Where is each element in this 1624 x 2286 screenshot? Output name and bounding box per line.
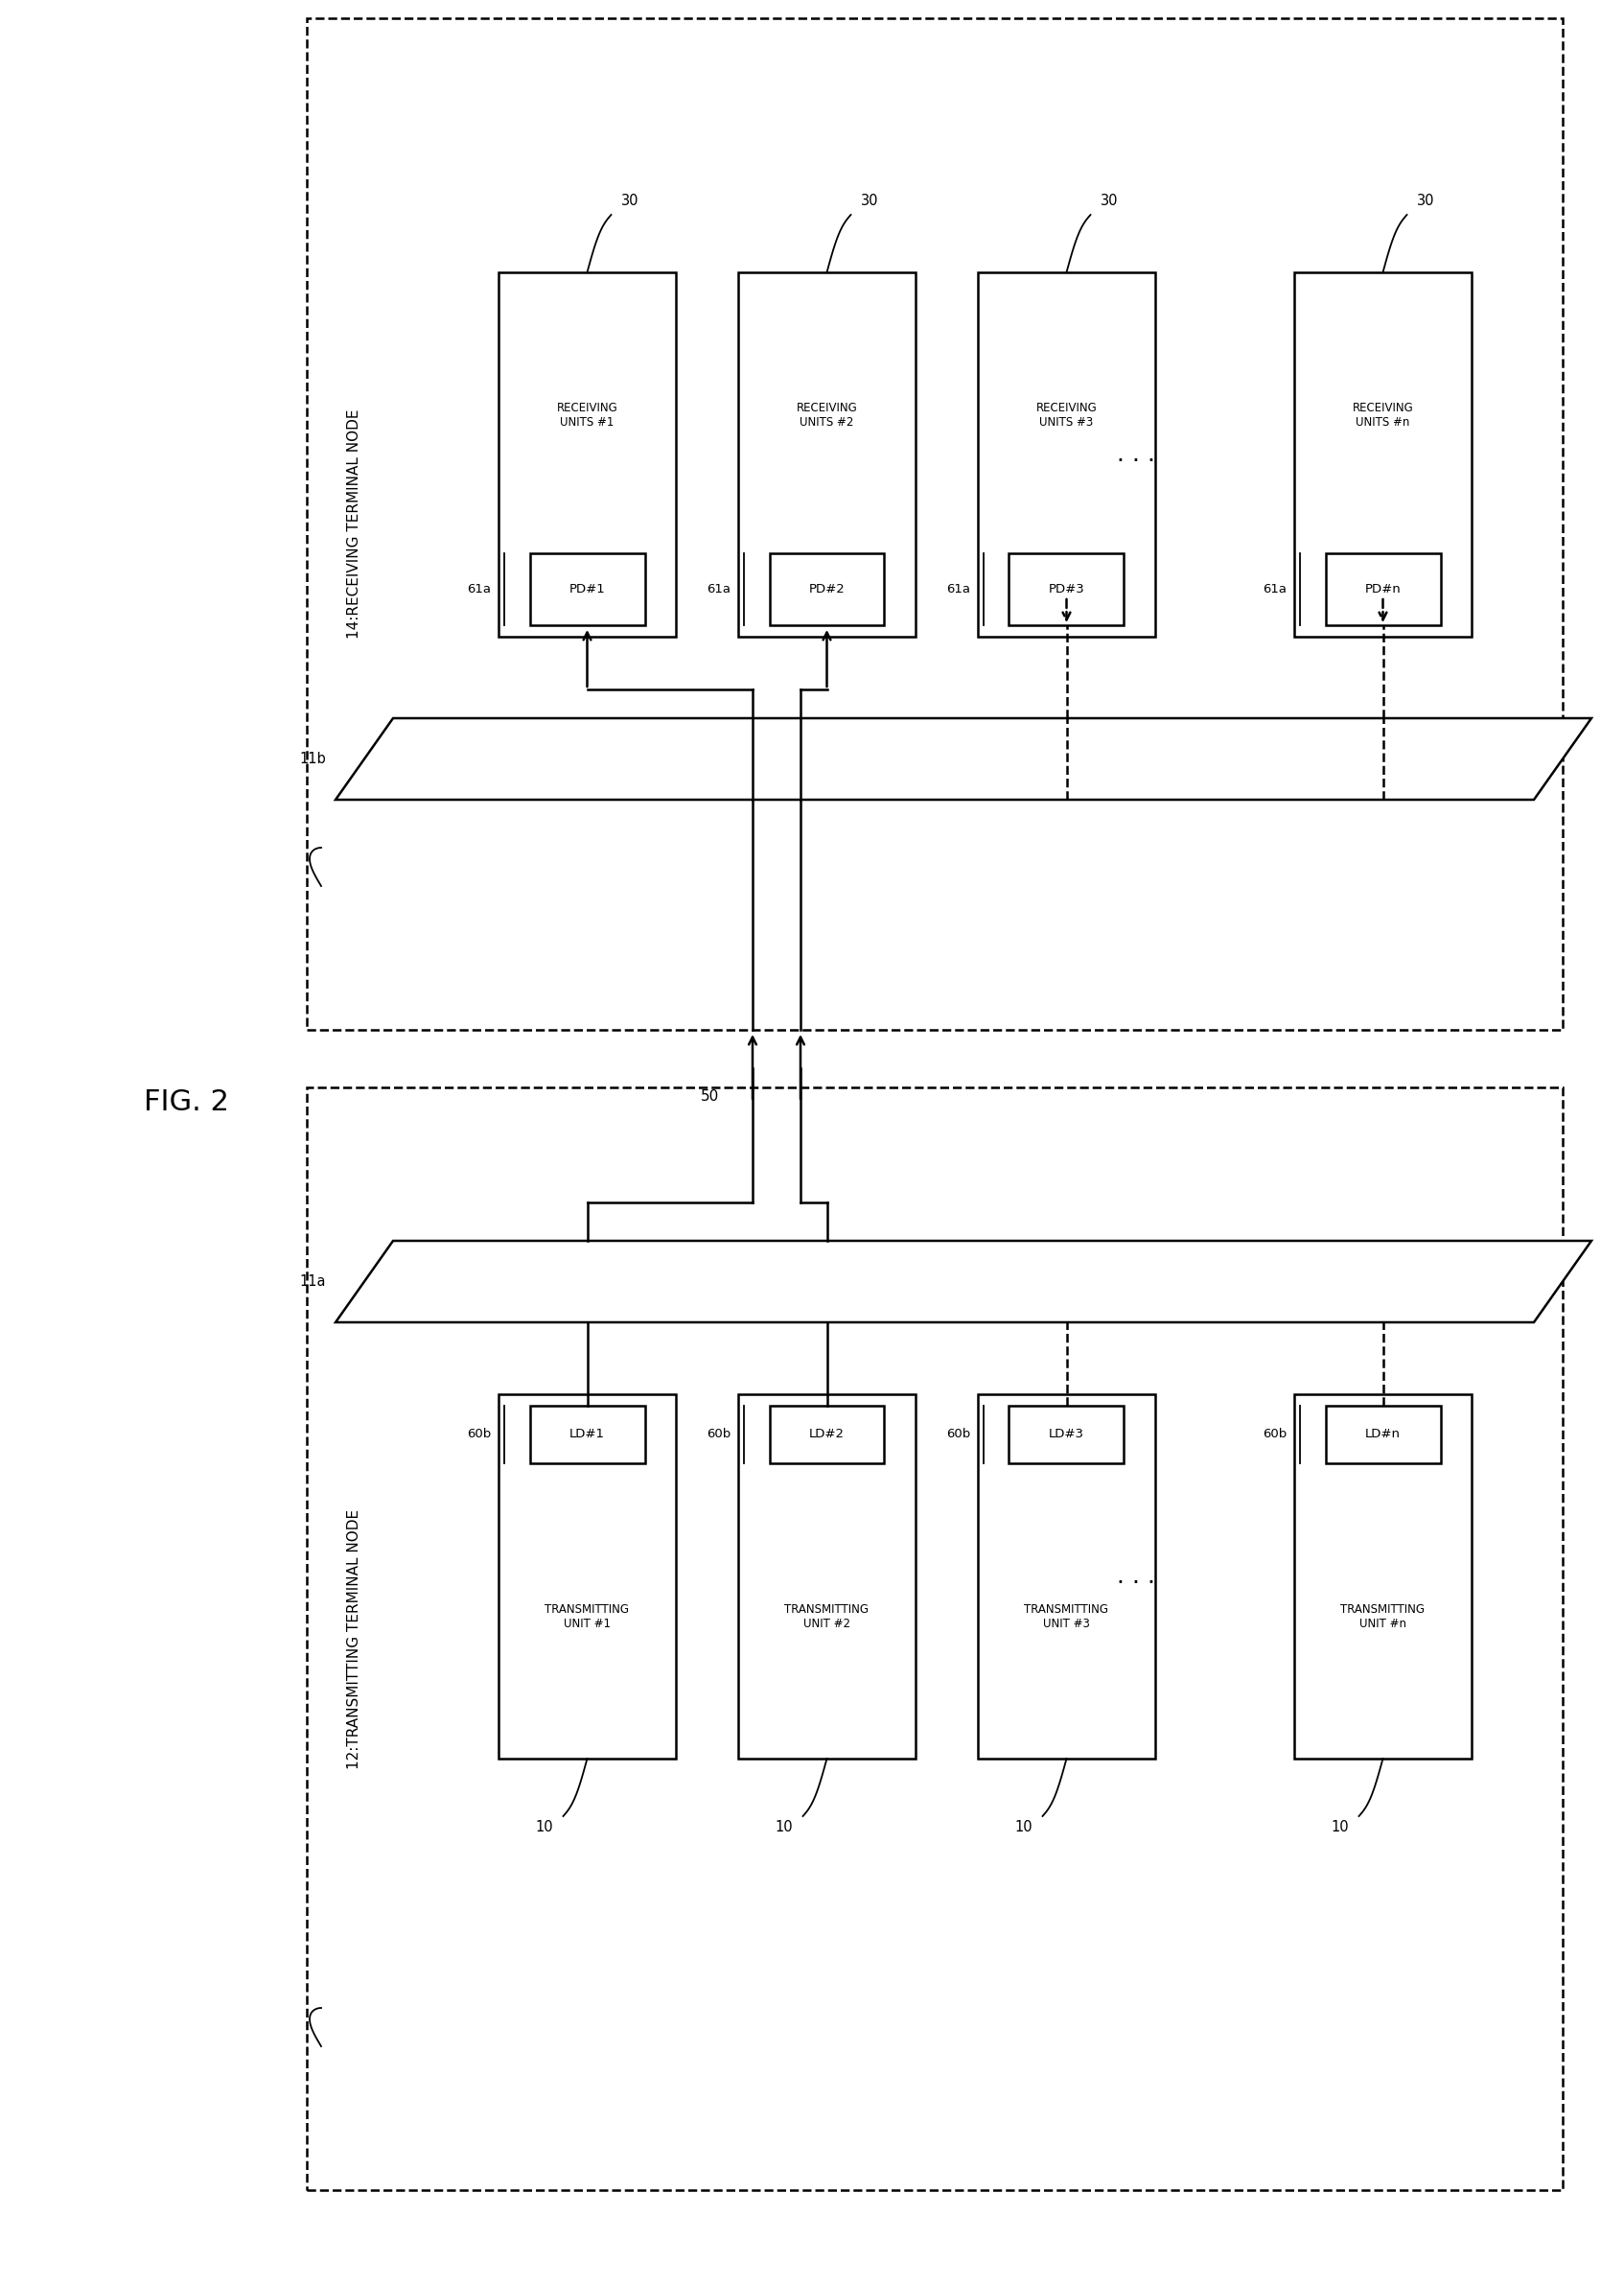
Bar — [529, 1406, 645, 1463]
Text: 11a: 11a — [299, 1273, 326, 1289]
Text: TRANSMITTING
UNIT #2: TRANSMITTING UNIT #2 — [784, 1602, 869, 1630]
Bar — [770, 1406, 885, 1463]
Text: 30: 30 — [1099, 194, 1117, 208]
Text: 61a: 61a — [466, 583, 490, 594]
Text: PD#n: PD#n — [1364, 583, 1402, 594]
Text: 10: 10 — [775, 1820, 793, 1836]
Text: 30: 30 — [1416, 194, 1434, 208]
Text: 60b: 60b — [1262, 1429, 1286, 1440]
Bar — [1009, 553, 1124, 624]
Text: PD#3: PD#3 — [1049, 583, 1085, 594]
Text: 50: 50 — [700, 1090, 719, 1104]
Text: 12:TRANSMITTING TERMINAL NODE: 12:TRANSMITTING TERMINAL NODE — [348, 1509, 362, 1769]
Text: 11b: 11b — [299, 752, 326, 766]
Text: RECEIVING
UNITS #1: RECEIVING UNITS #1 — [557, 402, 617, 427]
Text: TRANSMITTING
UNIT #3: TRANSMITTING UNIT #3 — [1025, 1602, 1109, 1630]
Bar — [499, 272, 676, 638]
Text: . . .: . . . — [1117, 1566, 1155, 1589]
Bar — [1325, 553, 1440, 624]
Polygon shape — [336, 1241, 1592, 1321]
Polygon shape — [336, 718, 1592, 800]
Text: LD#2: LD#2 — [809, 1429, 844, 1440]
Text: 14:RECEIVING TERMINAL NODE: 14:RECEIVING TERMINAL NODE — [348, 409, 362, 638]
Text: LD#3: LD#3 — [1049, 1429, 1085, 1440]
Bar — [770, 553, 885, 624]
Text: FIG. 2: FIG. 2 — [145, 1088, 229, 1116]
Text: TRANSMITTING
UNIT #1: TRANSMITTING UNIT #1 — [546, 1602, 630, 1630]
Text: PD#2: PD#2 — [809, 583, 844, 594]
Bar — [739, 1394, 916, 1758]
Bar — [1294, 272, 1471, 638]
Text: 60b: 60b — [466, 1429, 490, 1440]
Bar — [1009, 1406, 1124, 1463]
Text: 30: 30 — [620, 194, 638, 208]
Text: RECEIVING
UNITS #2: RECEIVING UNITS #2 — [796, 402, 857, 427]
Text: . . .: . . . — [1117, 443, 1155, 466]
Bar — [529, 553, 645, 624]
Text: 61a: 61a — [1262, 583, 1286, 594]
Bar — [1294, 1394, 1471, 1758]
Text: RECEIVING
UNITS #3: RECEIVING UNITS #3 — [1036, 402, 1098, 427]
Bar — [1325, 1406, 1440, 1463]
Text: TRANSMITTING
UNIT #n: TRANSMITTING UNIT #n — [1341, 1602, 1426, 1630]
Text: 60b: 60b — [945, 1429, 970, 1440]
Text: LD#n: LD#n — [1366, 1429, 1400, 1440]
Text: 61a: 61a — [947, 583, 970, 594]
Text: 10: 10 — [1015, 1820, 1033, 1836]
Bar — [307, 18, 1562, 1031]
Bar — [499, 1394, 676, 1758]
Text: 60b: 60b — [706, 1429, 731, 1440]
Text: 30: 30 — [861, 194, 879, 208]
Text: 10: 10 — [1332, 1820, 1350, 1836]
Bar — [307, 1088, 1562, 2190]
Bar — [978, 272, 1155, 638]
Bar — [978, 1394, 1155, 1758]
Text: 61a: 61a — [706, 583, 731, 594]
Text: 10: 10 — [536, 1820, 554, 1836]
Text: LD#1: LD#1 — [570, 1429, 604, 1440]
Text: PD#1: PD#1 — [568, 583, 606, 594]
Bar — [739, 272, 916, 638]
Text: RECEIVING
UNITS #n: RECEIVING UNITS #n — [1353, 402, 1413, 427]
